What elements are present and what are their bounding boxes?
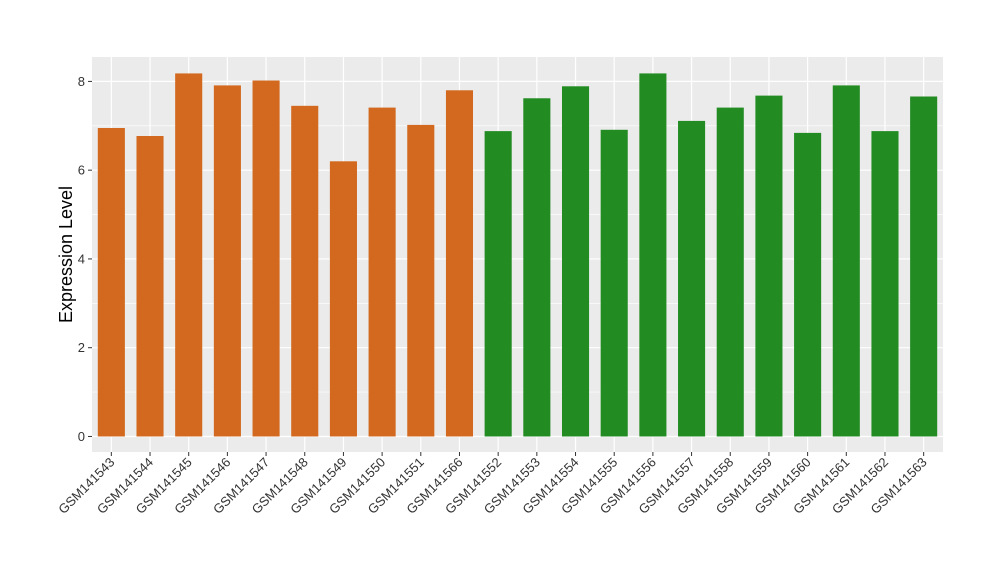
bar-GSM141545 [175, 73, 203, 437]
bar-GSM141560 [794, 132, 822, 437]
bar-GSM141563 [910, 96, 938, 437]
bar-GSM141553 [523, 98, 551, 437]
bar-GSM141551 [407, 124, 435, 437]
bar-GSM141550 [368, 107, 396, 437]
bars [97, 73, 938, 437]
bar-GSM141552 [484, 131, 512, 437]
y-tick-label: 0 [78, 429, 85, 444]
bar-GSM141544 [136, 136, 164, 437]
bar-GSM141547 [252, 80, 280, 437]
y-tick-label: 6 [78, 163, 85, 178]
bar-GSM141543 [97, 128, 125, 437]
bar-GSM141561 [832, 85, 860, 437]
bar-GSM141554 [561, 86, 590, 437]
y-tick-label: 2 [78, 340, 85, 355]
bar-GSM141566 [445, 90, 474, 437]
bar-GSM141555 [600, 129, 628, 437]
x-axis: GSM141543GSM141544GSM141545GSM141546GSM1… [55, 452, 930, 517]
bar-GSM141546 [213, 85, 241, 437]
y-tick-label: 8 [78, 74, 85, 89]
bar-GSM141556 [639, 73, 667, 437]
bar-GSM141558 [716, 107, 744, 437]
bar-GSM141557 [678, 120, 706, 437]
bar-GSM141559 [755, 95, 783, 437]
bar-GSM141548 [291, 105, 319, 437]
y-tick-label: 4 [78, 251, 85, 266]
bar-GSM141562 [871, 131, 899, 437]
y-axis: 0 2 4 6 8 [78, 74, 92, 444]
bar-GSM141549 [329, 161, 357, 437]
y-axis-title: Expression Level [56, 186, 76, 323]
